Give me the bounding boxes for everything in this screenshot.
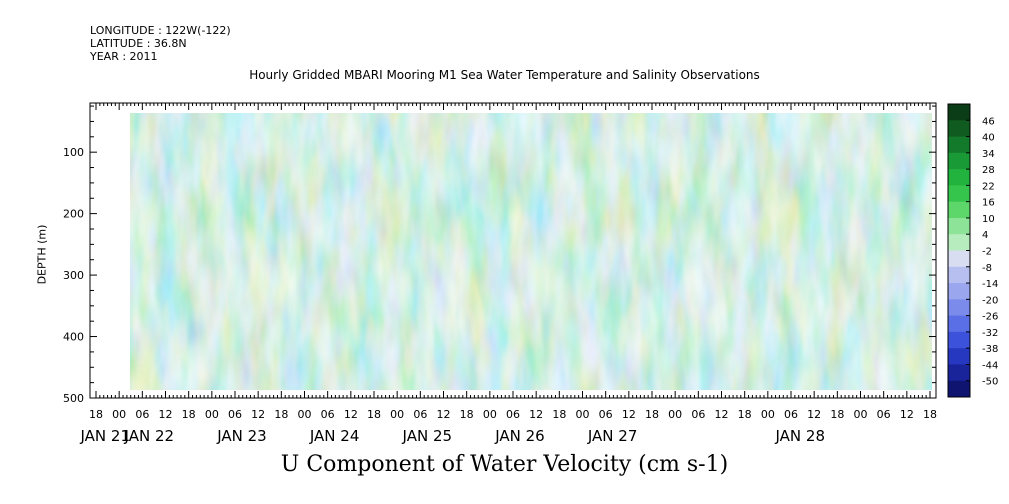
- x-tick-label: 00: [761, 408, 775, 421]
- colorbar-label: -14: [982, 279, 998, 290]
- x-tick-label: 06: [135, 408, 149, 421]
- y-tick-label: 200: [63, 208, 84, 221]
- x-tick-label: 12: [344, 408, 358, 421]
- colorbar-swatch: [948, 152, 970, 170]
- colorbar-swatch: [948, 331, 970, 349]
- x-tick-label: 06: [877, 408, 891, 421]
- x-day-label: JAN 28: [775, 427, 826, 445]
- x-tick-label: 00: [112, 408, 126, 421]
- x-tick-label: 12: [251, 408, 265, 421]
- colorbar-swatch: [948, 185, 970, 203]
- x-tick-label: 12: [529, 408, 543, 421]
- x-tick-label: 18: [460, 408, 474, 421]
- x-tick-label: 06: [599, 408, 613, 421]
- colorbar-label: -38: [982, 344, 998, 355]
- colorbar-swatch: [948, 250, 970, 268]
- x-day-label: JAN 23: [216, 427, 267, 445]
- x-day-label: JAN 21: [80, 427, 131, 445]
- colorbar-label: 40: [982, 133, 995, 144]
- colorbar-label: 10: [982, 214, 995, 225]
- x-day-label: JAN 27: [587, 427, 638, 445]
- colorbar-label: -2: [982, 247, 992, 258]
- colorbar-swatch: [948, 136, 970, 154]
- x-tick-label: 12: [900, 408, 914, 421]
- colorbar-label: -26: [982, 312, 998, 323]
- x-tick-label: 12: [159, 408, 173, 421]
- colorbar-swatch: [948, 266, 970, 284]
- heatmap-overlay: [130, 113, 932, 390]
- colorbar-label: 16: [982, 198, 995, 209]
- x-day-label: JAN 26: [494, 427, 545, 445]
- x-tick-label: 00: [854, 408, 868, 421]
- x-tick-label: 00: [483, 408, 497, 421]
- colorbar-label: 22: [982, 181, 995, 192]
- x-tick-label: 06: [691, 408, 705, 421]
- chart-title: Hourly Gridded MBARI Mooring M1 Sea Wate…: [249, 68, 760, 82]
- x-tick-label: 00: [298, 408, 312, 421]
- year-label: YEAR : 2011: [90, 50, 158, 63]
- x-tick-label: 00: [668, 408, 682, 421]
- x-axis-label: U Component of Water Velocity (cm s-1): [280, 452, 729, 477]
- colorbar-swatch: [948, 201, 970, 219]
- x-tick-label: 06: [413, 408, 427, 421]
- x-tick-label: 06: [784, 408, 798, 421]
- colorbar-swatch: [948, 348, 970, 365]
- x-tick-label: 12: [622, 408, 636, 421]
- x-tick-label: 12: [437, 408, 451, 421]
- x-tick-label: 18: [552, 408, 566, 421]
- y-tick-label: 300: [63, 269, 84, 282]
- colorbar-swatch: [948, 364, 970, 382]
- colorbar-swatch: [948, 104, 970, 121]
- colorbar-swatch: [948, 120, 970, 138]
- colorbar-label: -32: [982, 328, 998, 339]
- colorbar-label: -8: [982, 263, 992, 274]
- colorbar-label: 28: [982, 165, 995, 176]
- colorbar-label: -44: [982, 360, 998, 371]
- y-tick-label: 400: [63, 331, 84, 344]
- colorbar-label: 4: [982, 230, 988, 241]
- x-tick-label: 12: [715, 408, 729, 421]
- x-tick-label: 00: [205, 408, 219, 421]
- x-tick-label: 06: [228, 408, 242, 421]
- colorbar-swatch: [948, 380, 970, 398]
- x-tick-label: 18: [367, 408, 381, 421]
- colorbar-label: 46: [982, 116, 995, 127]
- x-tick-label: 06: [321, 408, 335, 421]
- y-tick-label: 500: [63, 392, 84, 405]
- x-day-label: JAN 22: [124, 427, 175, 445]
- colorbar-label: 34: [982, 149, 995, 160]
- colorbar-swatch: [948, 169, 970, 186]
- x-tick-label: 18: [738, 408, 752, 421]
- x-tick-label: 18: [89, 408, 103, 421]
- colorbar-swatch: [948, 283, 970, 300]
- colorbar-swatch: [948, 234, 970, 251]
- latitude-label: LATITUDE : 36.8N: [90, 37, 187, 50]
- x-tick-label: 06: [506, 408, 520, 421]
- colorbar-swatch: [948, 315, 970, 333]
- x-tick-label: 12: [807, 408, 821, 421]
- x-tick-label: 00: [390, 408, 404, 421]
- colorbar-swatch: [948, 299, 970, 317]
- colorbar-swatch: [948, 217, 970, 235]
- x-tick-label: 00: [576, 408, 590, 421]
- x-tick-label: 18: [274, 408, 288, 421]
- x-day-label: JAN 24: [309, 427, 360, 445]
- x-tick-label: 18: [182, 408, 196, 421]
- colorbar-label: -20: [982, 295, 998, 306]
- x-tick-label: 18: [645, 408, 659, 421]
- x-tick-label: 18: [923, 408, 937, 421]
- x-tick-label: 18: [830, 408, 844, 421]
- x-day-label: JAN 25: [402, 427, 453, 445]
- longitude-label: LONGITUDE : 122W(-122): [90, 24, 231, 37]
- y-tick-label: 100: [63, 146, 84, 159]
- colorbar-label: -50: [982, 377, 998, 388]
